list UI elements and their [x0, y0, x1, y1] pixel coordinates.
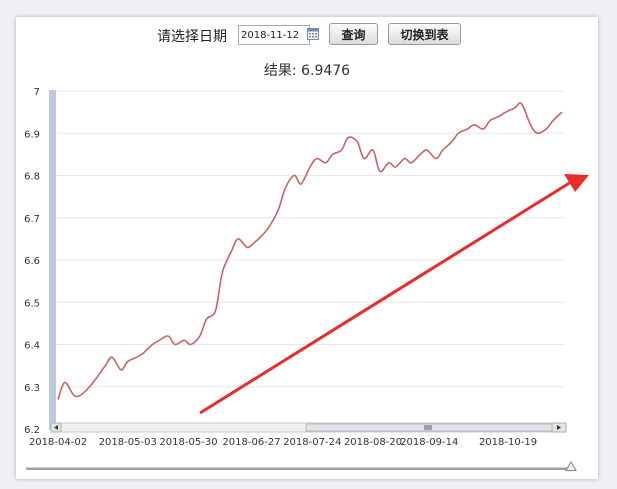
- x-axis: 2018-04-02 2018-05-03 2018-05-30 2018-06-27…: [29, 437, 537, 448]
- y-tick-label: 6.6: [24, 256, 40, 267]
- x-tick-label: 2018-05-03: [99, 437, 157, 448]
- y-tick-label: 6.3: [24, 383, 40, 394]
- y-tick-label: 6.5: [24, 298, 40, 309]
- x-tick-label: 2018-05-30: [159, 437, 217, 448]
- arrow-left-icon: [54, 425, 58, 430]
- grid: [56, 90, 564, 430]
- toolbar: 请选择日期 查询 切换到表: [16, 17, 598, 57]
- y-tick-label: 7: [34, 87, 40, 98]
- red-arrow-annotation: [199, 174, 589, 415]
- scrollbar-grip-icon: [424, 425, 432, 430]
- x-tick-label: 2018-06-27: [222, 437, 280, 448]
- chart-scrollbar[interactable]: [50, 422, 567, 433]
- bottom-slider-thumb[interactable]: [565, 461, 577, 471]
- navigator-bar[interactable]: [49, 90, 56, 430]
- bottom-slider-track[interactable]: [26, 467, 574, 470]
- x-tick-label: 2018-08-20: [344, 437, 402, 448]
- y-tick-label: 6.8: [24, 172, 40, 183]
- switch-to-table-button[interactable]: 切换到表: [388, 23, 461, 45]
- scroll-left-button[interactable]: [50, 422, 62, 433]
- chart-panel: 请选择日期 查询 切换到表 结果: 6.9476 7 6.9 6.8 6.7 6.6 6.…: [16, 17, 598, 479]
- arrow-right-icon: [557, 425, 561, 430]
- series-line: [57, 102, 563, 400]
- x-tick-label: 2018-07-24: [283, 437, 341, 448]
- result-text: 结果: 6.9476: [263, 63, 351, 79]
- date-label: 请选择日期: [157, 29, 227, 45]
- x-tick-label: 2018-04-02: [29, 437, 87, 448]
- x-tick-label: 2018-09-14: [400, 437, 458, 448]
- query-button[interactable]: 查询: [329, 23, 378, 45]
- scroll-right-button[interactable]: [551, 422, 567, 433]
- y-tick-label: 6.2: [24, 425, 40, 436]
- y-tick-label: 6.4: [24, 341, 40, 352]
- x-tick-label: 2018-10-19: [479, 437, 537, 448]
- date-input[interactable]: [238, 25, 310, 45]
- y-axis: 7 6.9 6.8 6.7 6.6 6.5 6.4 6.3 6.2: [24, 87, 40, 436]
- line-chart: 76.96.86.76.66.56.46.36.2 2018-04-02 2018…: [24, 87, 589, 448]
- calendar-icon[interactable]: [307, 28, 319, 40]
- y-tick-label: 6.9: [24, 129, 40, 140]
- y-tick-label: 6.7: [24, 214, 40, 225]
